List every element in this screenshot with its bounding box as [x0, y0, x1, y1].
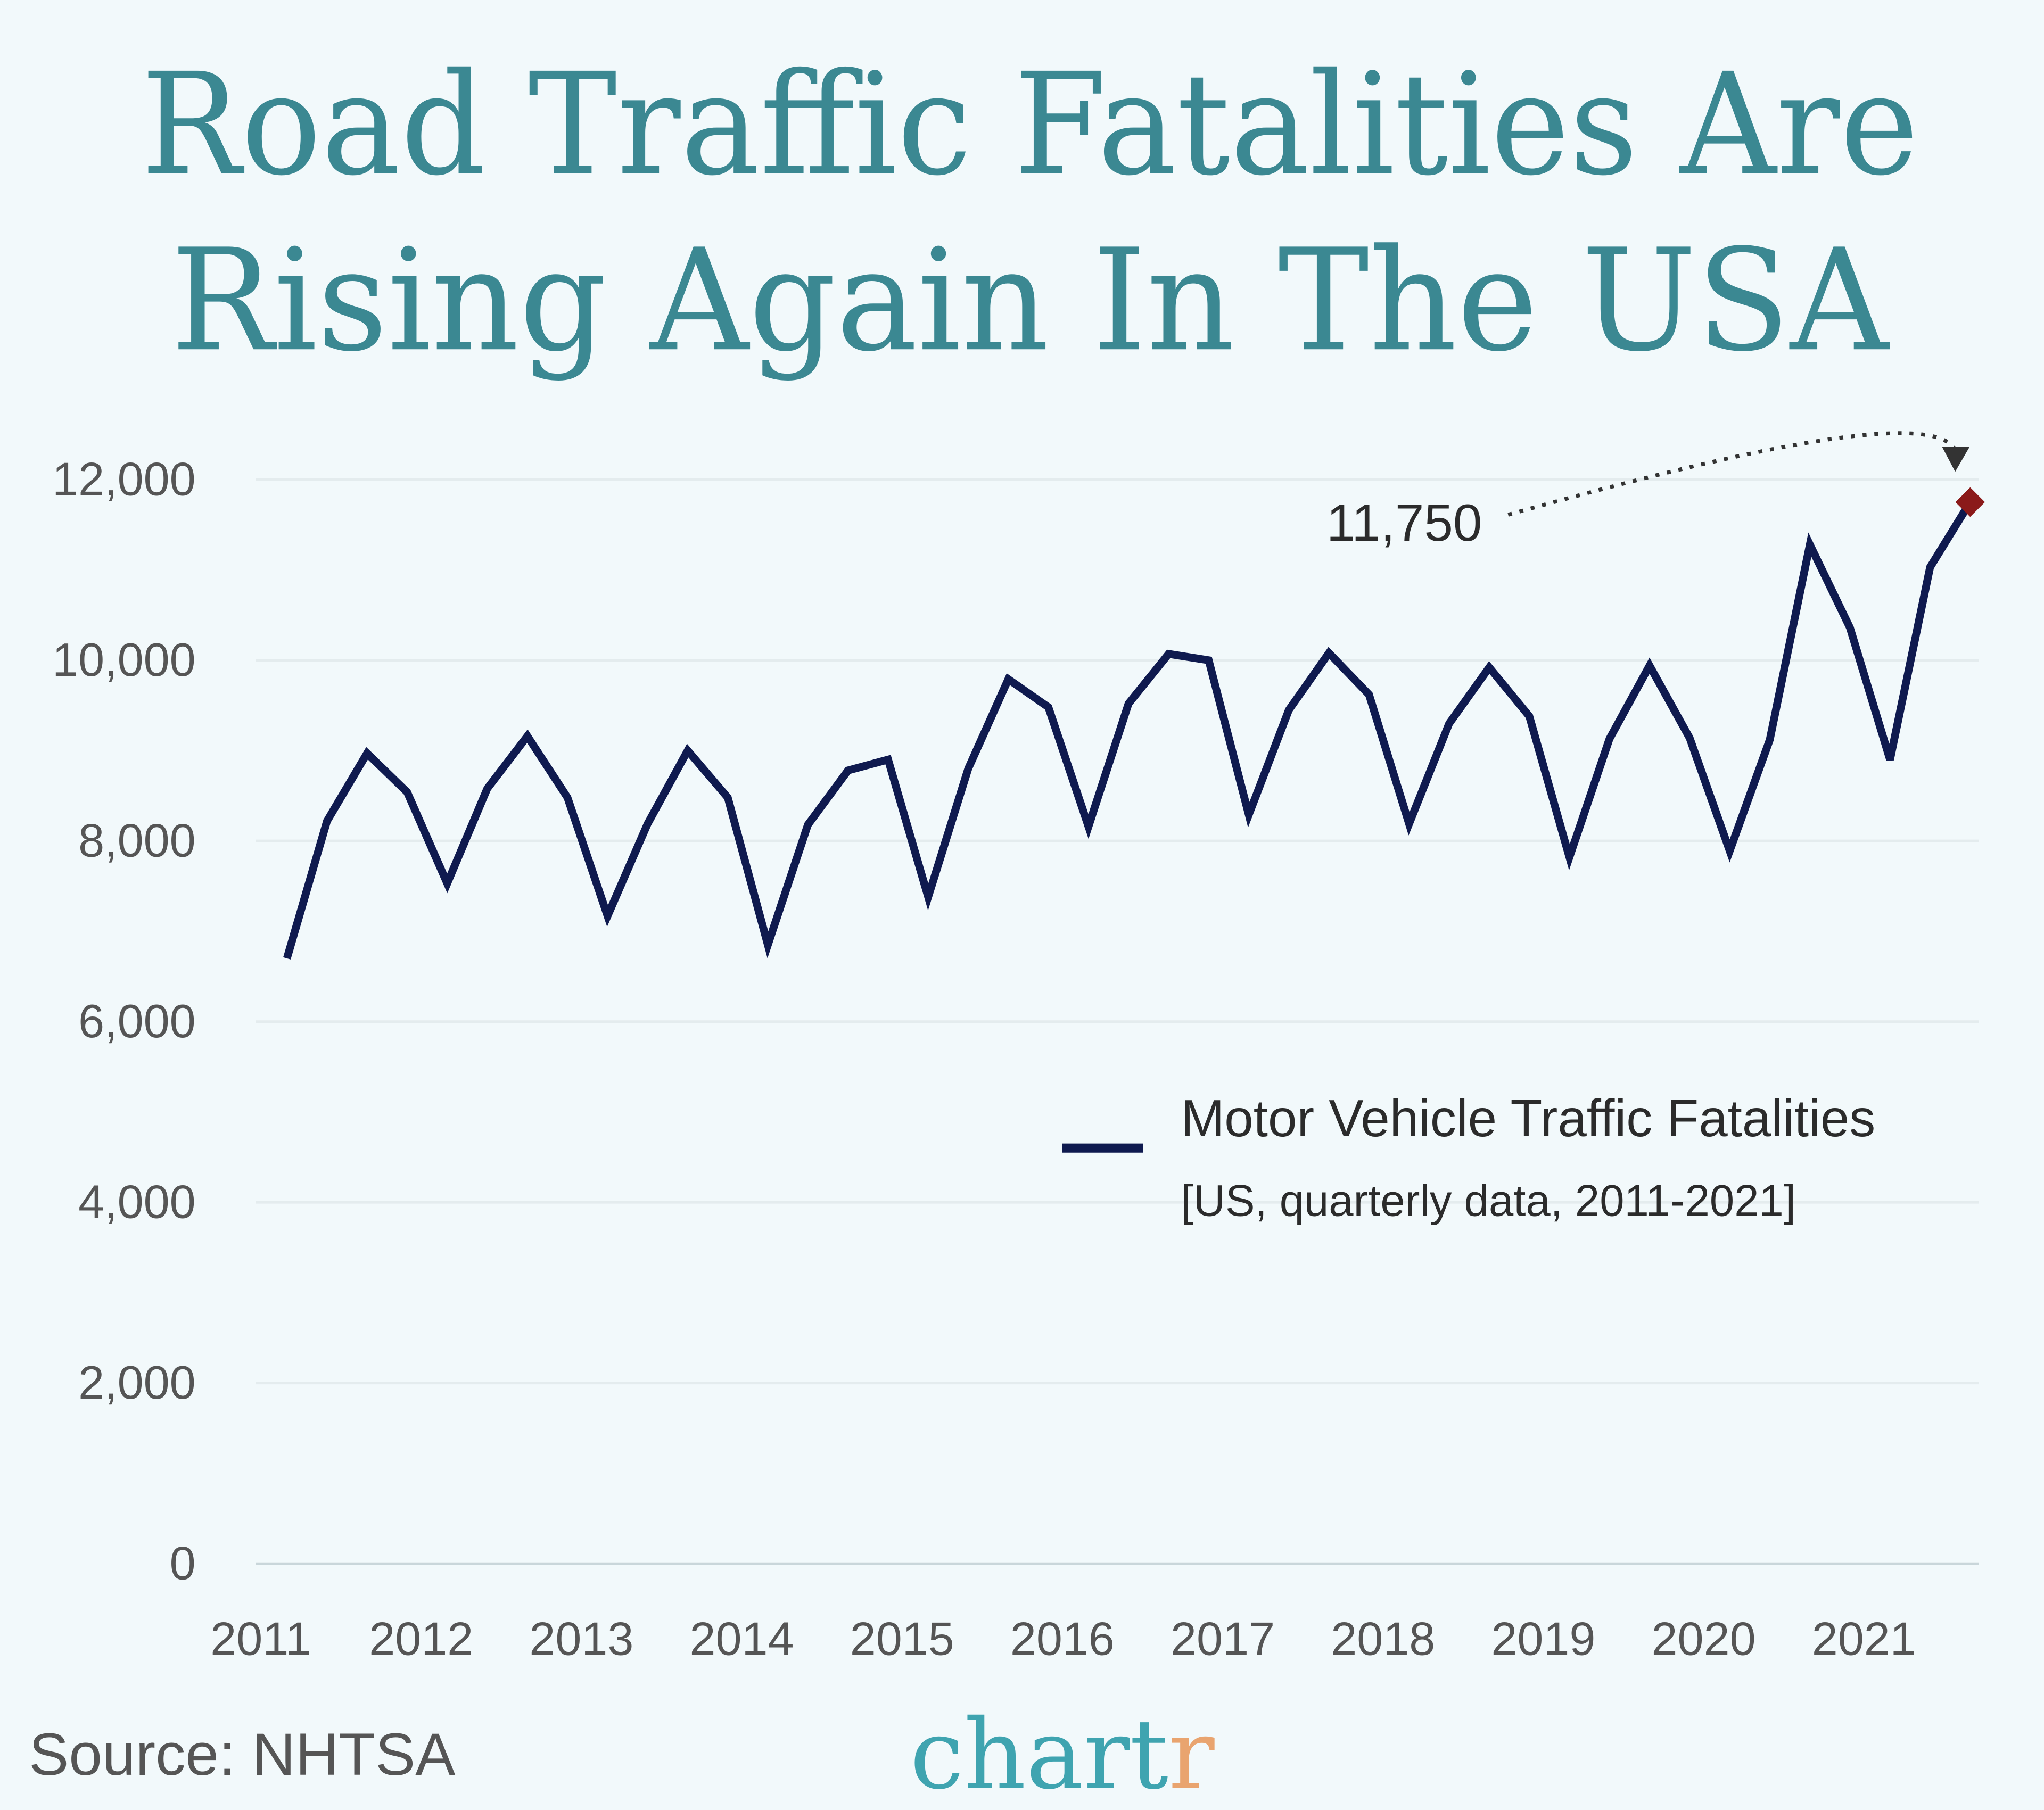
- x-tick-label: 2014: [690, 1613, 794, 1665]
- chart-title-line-1: Road Traffic Fatalities Are: [141, 44, 1919, 207]
- y-tick-label: 8,000: [78, 814, 196, 866]
- series-line-motor-vehicle-fatalities: [283, 500, 1974, 960]
- x-tick-label: 2020: [1652, 1613, 1756, 1665]
- x-tick-label: 2016: [1010, 1613, 1115, 1665]
- y-tick-label: 12,000: [52, 452, 196, 505]
- y-tick-label: 4,000: [78, 1176, 196, 1228]
- y-tick-label: 2,000: [78, 1356, 196, 1409]
- y-tick-label: 6,000: [78, 995, 196, 1047]
- x-tick-label: 2017: [1171, 1613, 1275, 1665]
- legend-label: Motor Vehicle Traffic Fatalities: [1181, 1089, 1876, 1147]
- x-axis-ticks: 2011 2012 2013 2014 2015 2016 2017 2018 2019 2020…: [210, 1613, 1916, 1665]
- annotation-label: 11,750: [1326, 493, 1482, 552]
- series-points: [286, 502, 1971, 959]
- x-tick-label: 2018: [1331, 1613, 1435, 1665]
- x-tick-label: 2019: [1491, 1613, 1595, 1665]
- x-tick-label: 2013: [529, 1613, 633, 1665]
- chart-title-line-2: Rising Again In The USA: [171, 219, 1890, 383]
- y-tick-label: 10,000: [52, 633, 196, 686]
- x-tick-label: 2021: [1812, 1613, 1916, 1665]
- chartr-logo: chartr: [910, 1698, 1215, 1810]
- x-tick-label: 2011: [210, 1613, 311, 1665]
- source-note: Source: NHTSA: [29, 1721, 455, 1788]
- y-axis-ticks: 0 2,000 4,000 6,000 8,000 10,000 12,000: [52, 452, 196, 1589]
- y-tick-label: 0: [170, 1537, 196, 1590]
- annotation-arrow: [1507, 431, 1957, 517]
- legend-subtitle: [US, quarterly data, 2011-2021]: [1181, 1176, 1796, 1225]
- latest-value-marker: [1955, 487, 1985, 517]
- gridlines: [256, 478, 1979, 1565]
- x-tick-label: 2015: [850, 1613, 954, 1665]
- x-tick-label: 2012: [369, 1613, 473, 1665]
- annotation-arrowhead-icon: [1942, 447, 1970, 472]
